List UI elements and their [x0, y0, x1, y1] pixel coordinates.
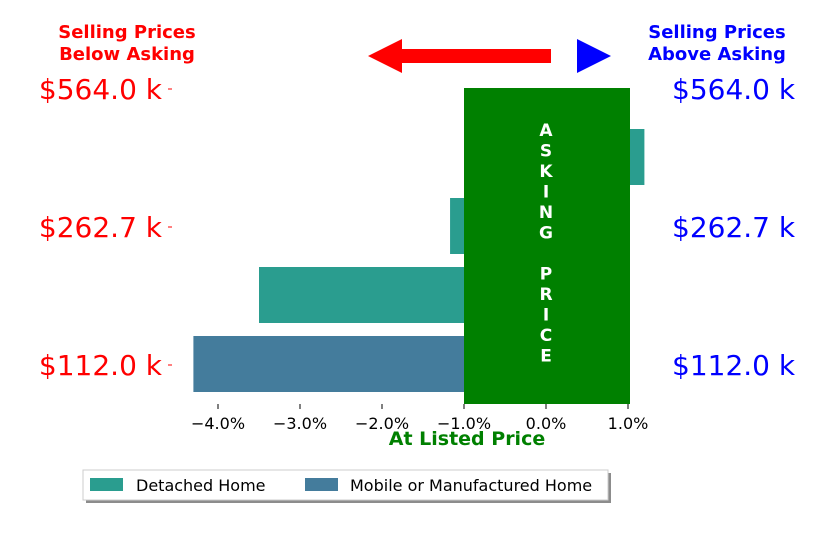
right-arrow-icon — [577, 39, 611, 73]
asking-price-letter: E — [540, 347, 552, 367]
asking-price-letter: G — [539, 224, 553, 244]
x-tick-label: 0.0% — [526, 414, 567, 433]
header-below-asking-line2: Below Asking — [59, 44, 195, 65]
asking-price-letter: I — [543, 306, 549, 326]
price-label-left: $112.0 k — [39, 349, 163, 382]
left-arrow-icon — [368, 39, 551, 73]
asking-price-letter: P — [540, 265, 552, 285]
bar-2 — [450, 198, 464, 254]
price-label-right: $564.0 k — [672, 73, 796, 106]
legend-swatch-detached — [90, 478, 123, 491]
x-tick-label: −2.0% — [355, 414, 409, 433]
bar-0 — [193, 336, 464, 392]
asking-price-overlay — [464, 88, 630, 404]
asking-price-letter: A — [539, 121, 553, 141]
legend-label-detached: Detached Home — [136, 476, 266, 495]
asking-price-letter: N — [539, 203, 553, 223]
legend-box — [82, 469, 609, 501]
price-label-left: $564.0 k — [39, 73, 163, 106]
price-label-right: $262.7 k — [672, 211, 796, 244]
legend-label-mobile: Mobile or Manufactured Home — [350, 476, 592, 495]
legend-swatch-mobile — [305, 478, 338, 491]
header-above-asking-line2: Above Asking — [648, 44, 786, 65]
asking-price-letter: K — [539, 162, 553, 182]
asking-price-letter: C — [540, 326, 552, 346]
asking-price-letter: I — [543, 183, 549, 203]
x-tick-label: 1.0% — [608, 414, 649, 433]
x-tick-label: −1.0% — [437, 414, 491, 433]
bar-1 — [259, 267, 464, 323]
x-axis-label: At Listed Price — [389, 428, 545, 450]
price-label-left: $262.7 k — [39, 211, 163, 244]
x-tick-label: −3.0% — [273, 414, 327, 433]
asking-price-letter: R — [539, 285, 552, 305]
header-above-asking-line1: Selling Prices — [648, 22, 785, 43]
asking-price-letter: S — [540, 142, 552, 162]
price-label-right: $112.0 k — [672, 349, 796, 382]
x-tick-label: −4.0% — [191, 414, 245, 433]
header-below-asking-line1: Selling Prices — [58, 22, 195, 43]
